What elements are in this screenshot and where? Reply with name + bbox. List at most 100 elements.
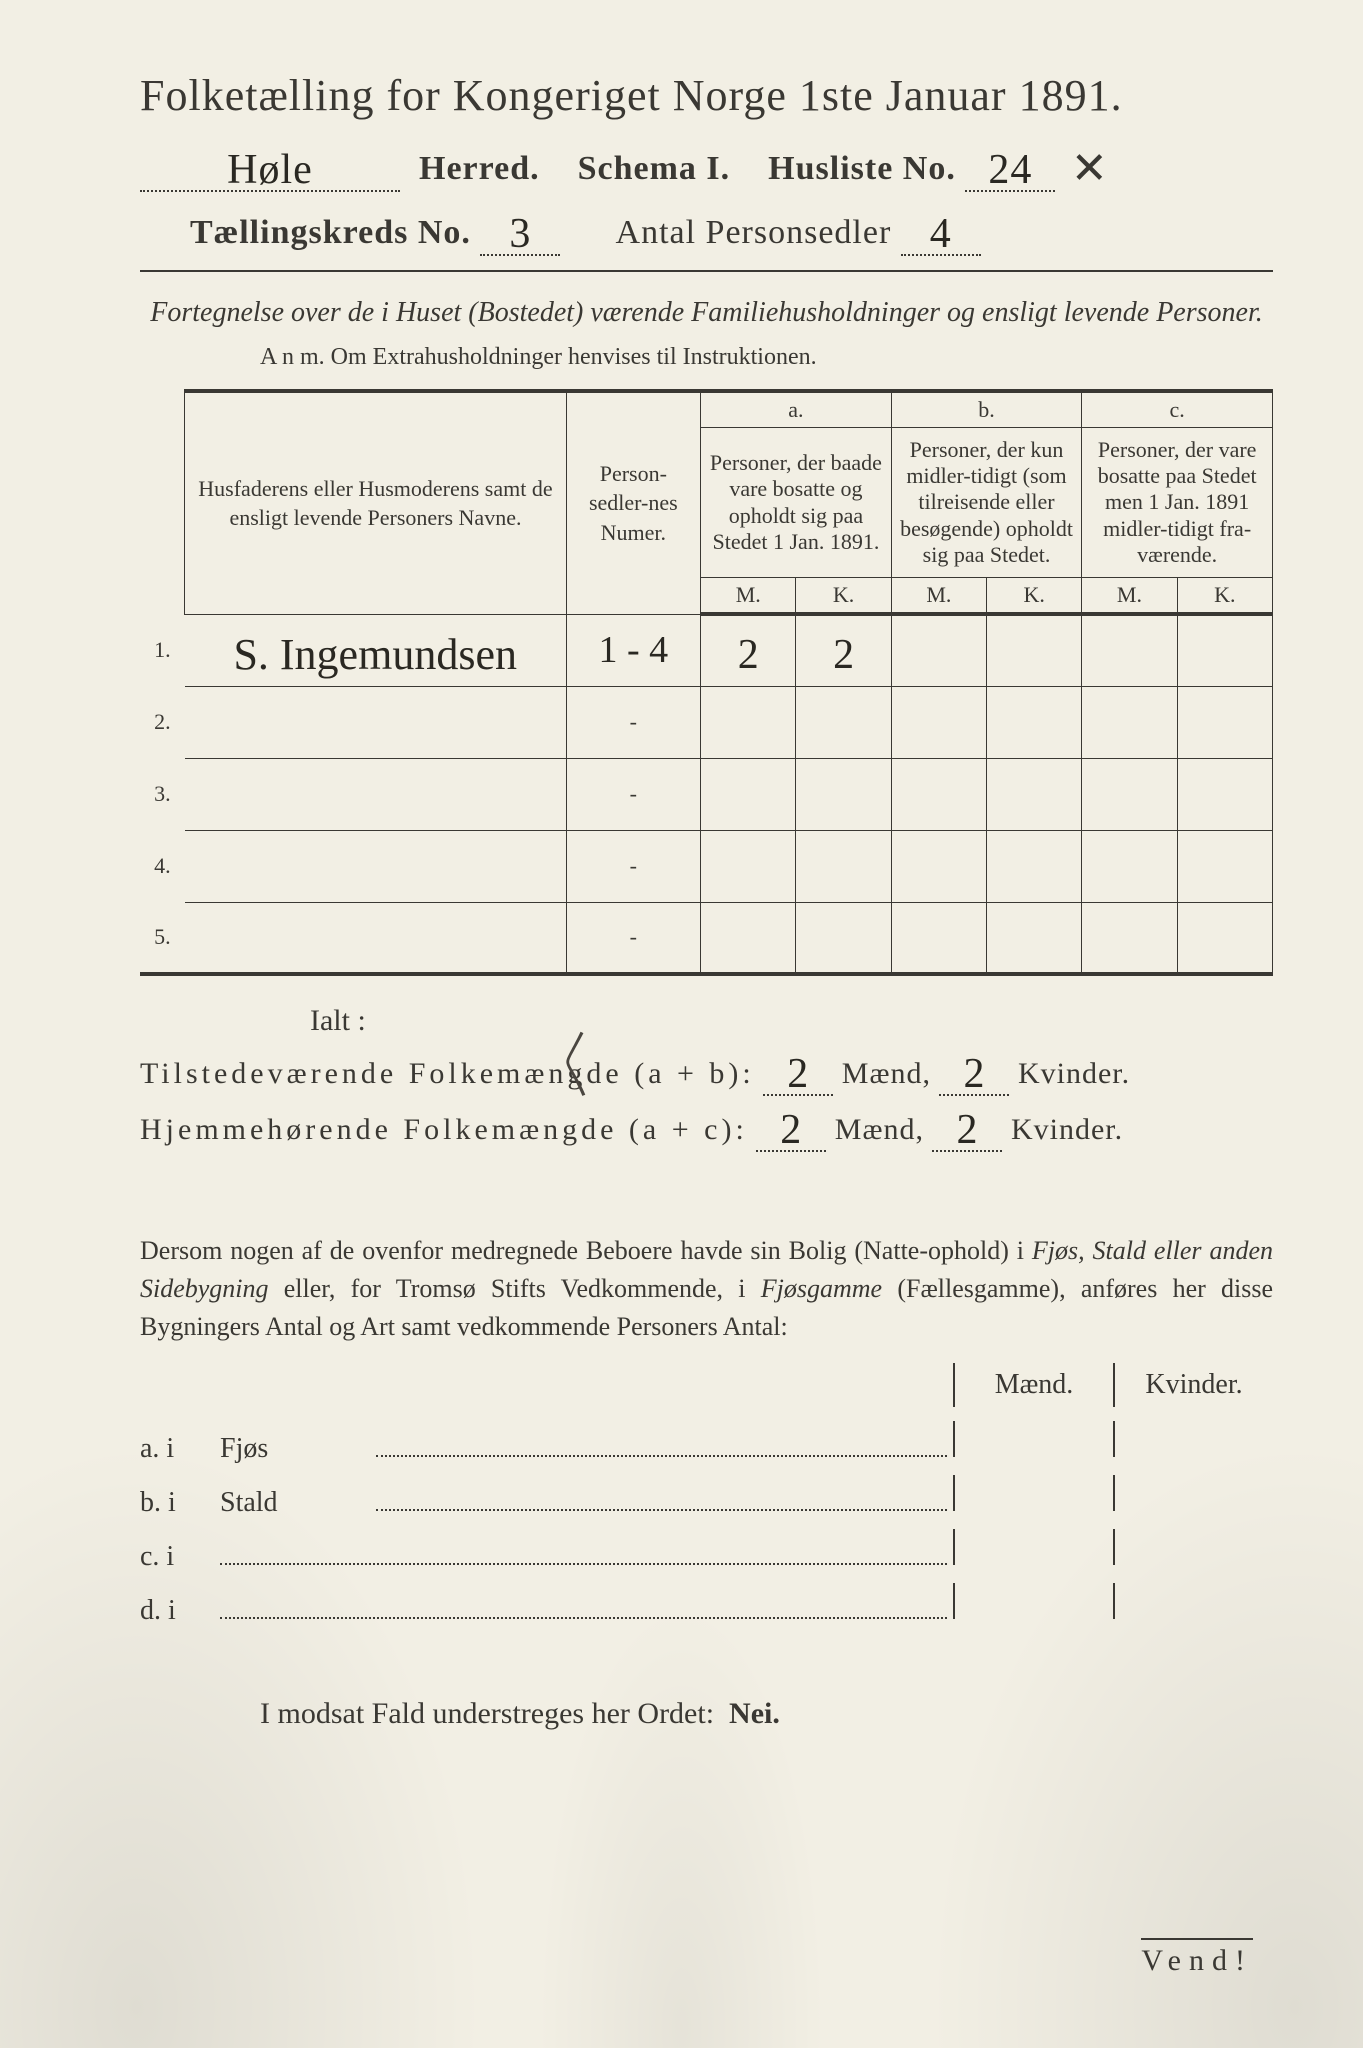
cell-cK: [1177, 686, 1272, 758]
cell-cM: [1082, 686, 1177, 758]
c-k: K.: [1177, 578, 1272, 615]
cell-bM: [891, 686, 986, 758]
a-text: Fjøs: [220, 1433, 370, 1465]
para-p2: eller, for Tromsø Stifts Vedkommende, i: [269, 1274, 761, 1303]
col-b-top: b.: [891, 391, 1082, 428]
a-m: [953, 1421, 1113, 1457]
husliste-x-mark: ✕: [1071, 144, 1109, 193]
abcd-row-c: c. i: [140, 1529, 1273, 1573]
col-c-top: c.: [1082, 391, 1273, 428]
cell-bM: [891, 902, 986, 974]
cell-bM: [891, 830, 986, 902]
cell-bM: [891, 614, 986, 686]
para-it2: Fjøsgamme: [761, 1274, 882, 1303]
abcd-list: a. i Fjøs b. i Stald c. i d. i: [140, 1421, 1273, 1627]
b-k: [1113, 1475, 1273, 1511]
cell-aM: 2: [701, 614, 796, 686]
b-m: [953, 1475, 1113, 1511]
col-name-text: Husfaderens eller Husmoderens samt de en…: [198, 476, 552, 531]
row-name: [185, 902, 566, 974]
cell-cK: [1177, 902, 1272, 974]
b-m: M.: [891, 578, 986, 615]
anm-note: A n m. Om Extrahusholdninger henvises ti…: [260, 344, 1273, 371]
col-numer-header: Person-sedler-nes Numer.: [566, 391, 701, 614]
abcd-row-b: b. i Stald: [140, 1475, 1273, 1519]
mend-label: Mænd,: [835, 1113, 924, 1146]
name-value: S. Ingemundsen: [233, 630, 517, 679]
sum1-k: 2: [963, 1051, 985, 1097]
c-label: c. i: [140, 1541, 220, 1573]
antal-field: 4: [901, 206, 981, 256]
antal-value: 4: [930, 211, 952, 257]
cell-cK: [1177, 830, 1272, 902]
b-k: K.: [987, 578, 1082, 615]
dots: [376, 1489, 947, 1511]
census-form-page: Folketælling for Kongeriget Norge 1ste J…: [0, 0, 1363, 2048]
row-numer: -: [566, 758, 701, 830]
cell-cM: [1082, 830, 1177, 902]
row-name: [185, 686, 566, 758]
cell-aM: [701, 758, 796, 830]
table-row: 4. -: [140, 830, 1273, 902]
col-a-top: a.: [701, 391, 892, 428]
a-m: M.: [701, 578, 796, 615]
herred-value: Høle: [227, 147, 313, 193]
nei-word: Nei.: [729, 1697, 780, 1730]
sum2-k: 2: [956, 1107, 978, 1153]
cell-bK: [987, 830, 1082, 902]
a-k: K.: [796, 578, 891, 615]
dots: [376, 1435, 947, 1457]
schema-label: Schema I.: [578, 150, 731, 187]
cell-bK: [987, 614, 1082, 686]
sum2-m-field: 2: [756, 1102, 826, 1152]
a-label: a. i: [140, 1433, 220, 1465]
sum2-label: Hjemmehørende Folkemængde (a + c):: [140, 1113, 748, 1146]
c-m: [953, 1529, 1113, 1565]
sum2-m: 2: [780, 1107, 802, 1153]
col-b-header: Personer, der kun midler-tidigt (som til…: [891, 428, 1082, 578]
husliste-field: 24: [965, 142, 1055, 192]
d-m: [953, 1583, 1113, 1619]
husliste-label: Husliste No.: [768, 150, 956, 187]
ialt-label: Ialt :: [310, 1004, 1273, 1038]
table-row: 1. S. Ingemundsen 1 - 4 2 2: [140, 614, 1273, 686]
cell-aK: [796, 686, 891, 758]
cell-aM: [701, 686, 796, 758]
subtitle: Fortegnelse over de i Huset (Bostedet) v…: [140, 294, 1273, 332]
table-row: 5. -: [140, 902, 1273, 974]
blank-corner: [140, 391, 185, 614]
building-paragraph: Dersom nogen af de ovenfor medregnede Be…: [140, 1232, 1273, 1345]
household-table: Husfaderens eller Husmoderens samt de en…: [140, 389, 1273, 976]
header-line-2: Tællingskreds No. 3 Antal Personsedler 4: [190, 206, 1273, 256]
sum1-k-field: 2: [939, 1046, 1009, 1096]
kvinder-label: Kvinder.: [1018, 1057, 1130, 1090]
d-label: d. i: [140, 1595, 220, 1627]
val: 2: [833, 632, 854, 678]
antal-label: Antal Personsedler: [616, 214, 892, 251]
dots: [220, 1543, 947, 1565]
cell-aK: [796, 758, 891, 830]
col-c-header: Personer, der vare bosatte paa Stedet me…: [1082, 428, 1273, 578]
divider: [140, 270, 1273, 272]
cell-aK: [796, 830, 891, 902]
table-row: 2. -: [140, 686, 1273, 758]
row-name: [185, 758, 566, 830]
b-label: b. i: [140, 1487, 220, 1519]
row-numer: 1 - 4: [566, 614, 701, 686]
dots: [220, 1597, 947, 1619]
sum-line-2: Hjemmehørende Folkemængde (a + c): 2 Mæn…: [140, 1102, 1273, 1152]
husliste-value: 24: [988, 147, 1032, 193]
cell-aK: [796, 902, 891, 974]
abcd-row-a: a. i Fjøs: [140, 1421, 1273, 1465]
nei-line: I modsat Fald understreges her Ordet: Ne…: [260, 1697, 1273, 1731]
row-num: 1.: [140, 614, 185, 686]
c-m: M.: [1082, 578, 1177, 615]
val: 2: [738, 632, 759, 678]
nei-label: I modsat Fald understreges her Ordet:: [260, 1697, 714, 1730]
header-line-1: Høle Herred. Schema I. Husliste No. 24 ✕: [140, 139, 1273, 192]
col-a-header: Personer, der baade vare bosatte og opho…: [701, 428, 892, 578]
sum1-m: 2: [787, 1051, 809, 1097]
cell-cM: [1082, 902, 1177, 974]
numer-value: 1 - 4: [599, 629, 669, 671]
kreds-value: 3: [509, 211, 531, 257]
